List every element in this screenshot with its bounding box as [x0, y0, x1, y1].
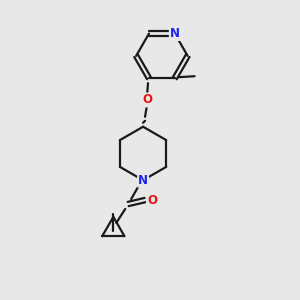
- Text: O: O: [142, 94, 152, 106]
- Text: N: N: [138, 174, 148, 187]
- Text: O: O: [147, 194, 157, 206]
- Text: N: N: [170, 27, 180, 40]
